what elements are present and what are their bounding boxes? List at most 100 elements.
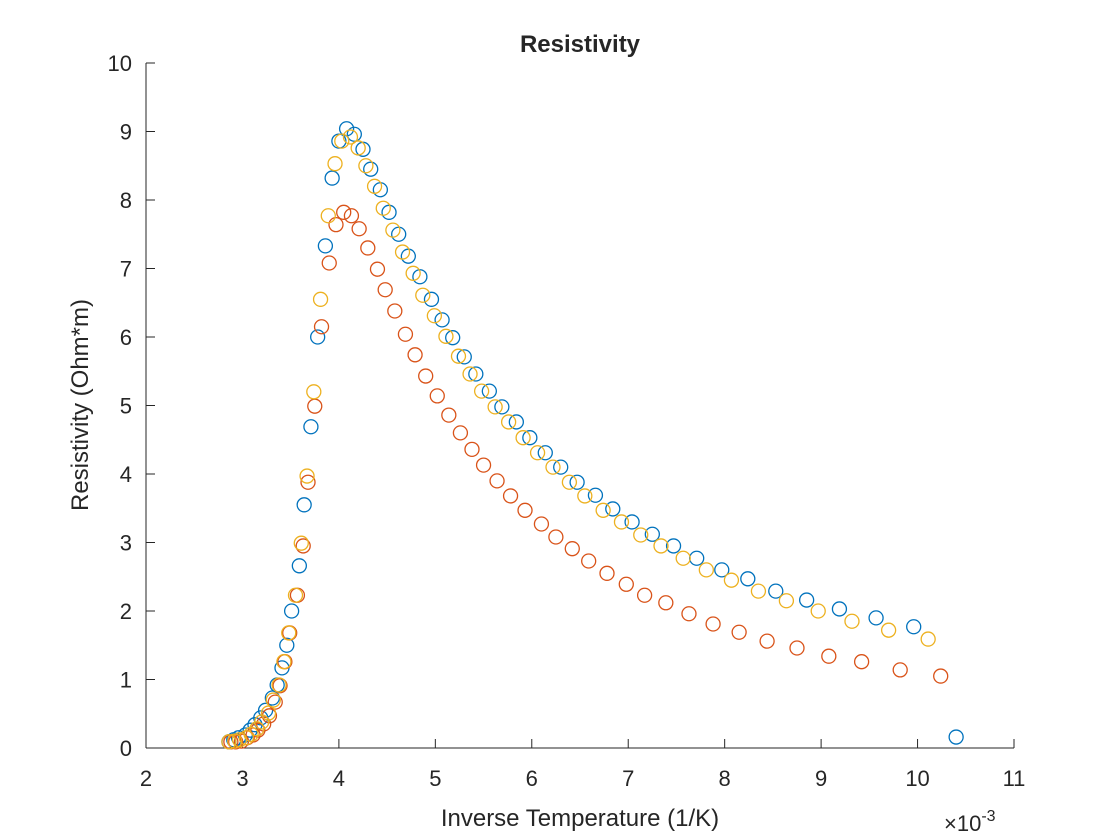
y-tick-label: 10 xyxy=(108,51,132,76)
point xyxy=(397,326,414,342)
point xyxy=(537,445,553,461)
point xyxy=(768,583,784,599)
point xyxy=(587,487,604,503)
y-tick-label: 0 xyxy=(120,736,132,761)
point xyxy=(561,474,578,490)
point xyxy=(675,550,691,566)
point xyxy=(778,593,795,609)
point xyxy=(303,419,319,435)
point xyxy=(731,624,747,640)
point xyxy=(279,637,295,653)
point xyxy=(434,312,450,328)
point xyxy=(238,730,254,746)
x-tick-label: 3 xyxy=(236,766,248,791)
point xyxy=(387,303,403,319)
point xyxy=(681,606,697,622)
point xyxy=(789,640,805,656)
point xyxy=(689,550,705,566)
point xyxy=(366,178,383,194)
y-axis-label: Resistivity (Ohm*m) xyxy=(67,299,94,511)
point xyxy=(320,208,336,224)
point xyxy=(306,384,322,400)
point xyxy=(265,692,281,708)
point xyxy=(307,398,323,414)
point xyxy=(375,200,391,216)
point xyxy=(462,366,478,382)
point xyxy=(336,204,352,220)
point xyxy=(300,474,316,490)
point xyxy=(293,535,309,551)
point xyxy=(517,502,533,518)
point xyxy=(533,516,550,532)
x-multiplier: ×10-3 xyxy=(944,808,996,836)
point xyxy=(296,497,312,513)
point xyxy=(283,603,300,619)
point xyxy=(317,238,334,254)
point xyxy=(267,694,283,710)
y-tick-label: 9 xyxy=(120,120,132,145)
point xyxy=(553,459,569,475)
point xyxy=(564,541,580,557)
point xyxy=(624,514,640,530)
point xyxy=(933,668,949,684)
point xyxy=(468,366,484,382)
point xyxy=(328,217,344,233)
y-tick-label: 5 xyxy=(120,394,132,419)
point xyxy=(441,407,457,423)
y-tick-label: 4 xyxy=(120,462,132,487)
point xyxy=(880,622,897,638)
point xyxy=(494,399,510,415)
point xyxy=(844,613,860,629)
x-multiplier-base: ×10 xyxy=(944,811,981,836)
point xyxy=(394,244,411,260)
point xyxy=(249,721,265,737)
point xyxy=(456,349,472,365)
point xyxy=(415,287,431,303)
point xyxy=(723,572,740,588)
point xyxy=(705,616,721,632)
point xyxy=(299,468,315,484)
y-tick-label: 6 xyxy=(120,325,132,350)
point xyxy=(271,677,287,693)
point xyxy=(487,399,503,415)
point xyxy=(358,158,374,174)
point xyxy=(853,654,870,670)
point xyxy=(502,488,519,504)
point xyxy=(798,592,815,608)
point xyxy=(377,282,393,298)
point xyxy=(276,654,292,670)
x-tick-label: 2 xyxy=(140,766,152,791)
point xyxy=(892,662,908,678)
point xyxy=(658,595,674,611)
point xyxy=(350,140,366,156)
point xyxy=(407,347,423,363)
point xyxy=(473,383,490,399)
point xyxy=(665,538,682,554)
point xyxy=(385,222,401,238)
point xyxy=(464,441,480,457)
point xyxy=(636,587,653,603)
point xyxy=(548,529,564,545)
point xyxy=(759,633,775,649)
point xyxy=(355,141,371,157)
chart-title: Resistivity xyxy=(520,31,641,58)
point xyxy=(475,457,492,473)
y-tick-label: 7 xyxy=(120,257,132,282)
point xyxy=(831,601,848,617)
point xyxy=(481,383,497,399)
point xyxy=(581,553,597,569)
y-tick-label: 8 xyxy=(120,188,132,213)
point xyxy=(644,526,660,542)
y-tick-label: 3 xyxy=(120,531,132,556)
point xyxy=(948,729,964,745)
x-axis-label: Inverse Temperature (1/K) xyxy=(441,805,719,832)
x-tick-label: 10 xyxy=(905,766,929,791)
point xyxy=(577,488,593,504)
point xyxy=(429,388,445,404)
point xyxy=(599,565,615,581)
point xyxy=(438,328,454,344)
point xyxy=(522,430,538,446)
point xyxy=(363,161,379,177)
x-tick-label: 9 xyxy=(815,766,827,791)
